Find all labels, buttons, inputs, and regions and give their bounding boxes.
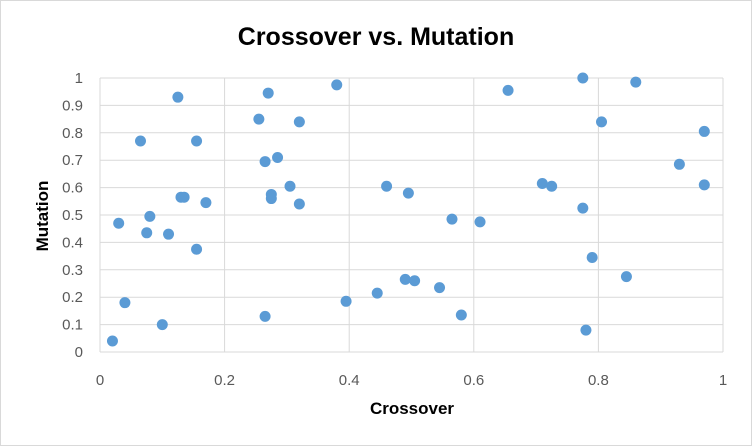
chart-title: Crossover vs. Mutation xyxy=(238,23,514,51)
data-point xyxy=(200,197,212,209)
data-point xyxy=(172,91,184,103)
data-point xyxy=(259,156,271,168)
data-point xyxy=(546,180,558,192)
data-point xyxy=(673,158,685,170)
data-point xyxy=(106,335,118,347)
y-tick-label: 0.3 xyxy=(62,262,83,279)
data-point xyxy=(474,216,486,228)
data-point xyxy=(265,193,277,205)
data-point xyxy=(577,72,589,84)
x-tick-label: 0.6 xyxy=(463,372,484,389)
data-point xyxy=(340,295,352,307)
data-point xyxy=(434,282,446,294)
data-point xyxy=(580,324,592,336)
data-point xyxy=(156,319,168,331)
data-point xyxy=(262,87,274,99)
data-points xyxy=(106,72,710,347)
data-point xyxy=(163,228,175,240)
data-point xyxy=(446,213,458,225)
data-point xyxy=(141,227,153,239)
data-point xyxy=(596,116,608,128)
data-point xyxy=(178,191,190,203)
y-axis-ticks: 0 0.1 0.2 0.3 0.4 0.5 0.6 0.7 0.8 0.9 1 xyxy=(62,70,83,361)
y-tick-label: 0.5 xyxy=(62,207,83,224)
data-point xyxy=(331,79,343,91)
x-tick-label: 0 xyxy=(96,372,104,389)
data-point xyxy=(293,116,305,128)
data-point xyxy=(371,287,383,299)
data-point xyxy=(284,180,296,192)
data-point xyxy=(698,125,710,137)
y-tick-label: 0.6 xyxy=(62,180,83,197)
y-tick-label: 0.2 xyxy=(62,289,83,306)
data-point xyxy=(144,210,156,222)
data-point xyxy=(455,309,467,321)
data-point xyxy=(134,135,146,147)
data-point xyxy=(409,275,421,287)
data-point xyxy=(381,180,393,192)
x-axis-ticks: 0 0.2 0.4 0.6 0.8 1 xyxy=(96,372,727,389)
x-tick-label: 1 xyxy=(719,372,727,389)
y-tick-label: 1 xyxy=(75,70,83,87)
x-tick-label: 0.4 xyxy=(339,372,360,389)
data-point xyxy=(253,113,265,125)
x-tick-label: 0.2 xyxy=(214,372,235,389)
data-point xyxy=(191,243,203,255)
data-point xyxy=(698,179,710,191)
y-tick-label: 0.7 xyxy=(62,152,83,169)
y-tick-label: 0 xyxy=(75,344,83,361)
y-tick-label: 0.8 xyxy=(62,125,83,142)
x-axis-title: Crossover xyxy=(370,399,454,418)
data-point xyxy=(402,187,414,199)
data-point xyxy=(536,177,548,189)
y-tick-label: 0.9 xyxy=(62,97,83,114)
data-point xyxy=(191,135,203,147)
data-point xyxy=(502,84,514,96)
x-tick-label: 0.8 xyxy=(588,372,609,389)
y-tick-label: 0.1 xyxy=(62,317,83,334)
data-point xyxy=(620,271,632,283)
data-point xyxy=(293,198,305,210)
data-point xyxy=(577,202,589,214)
data-point xyxy=(272,151,284,163)
y-tick-label: 0.4 xyxy=(62,234,83,251)
data-point xyxy=(399,273,411,285)
gridlines xyxy=(99,77,724,353)
data-point xyxy=(119,297,131,309)
y-axis-title: Mutation xyxy=(33,181,52,252)
data-point xyxy=(586,251,598,263)
data-point xyxy=(113,217,125,229)
data-point xyxy=(630,76,642,88)
data-point xyxy=(259,310,271,322)
